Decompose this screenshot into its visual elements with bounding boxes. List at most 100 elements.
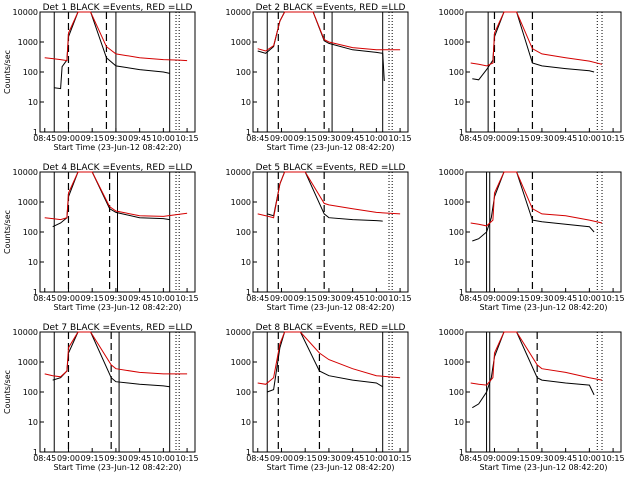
x-tick-label: 09:45 [554, 454, 577, 463]
x-tick-label: 10:00 [152, 134, 175, 143]
y-tick-label: 10000 [226, 168, 251, 177]
plot-title: Det 7 BLACK =Events, RED =LLD [43, 323, 193, 333]
x-axis-label: Start Time (23-Jun-12 08:42:20) [267, 303, 395, 312]
x-tick-label: 09:45 [128, 294, 151, 303]
series-line-events [267, 331, 383, 393]
x-tick-label: 10:15 [389, 134, 412, 143]
series-line-events [472, 331, 595, 409]
series-line-lld [257, 331, 401, 385]
y-tick-label: 1 [459, 288, 464, 297]
x-tick-label: 10:00 [152, 454, 175, 463]
x-axis-label: Start Time (23-Jun-12 08:42:20) [267, 143, 395, 152]
x-axis-label: Start Time (23-Jun-12 08:42:20) [54, 143, 182, 152]
x-tick-label: 09:00 [483, 134, 506, 143]
plot-title: Det 2 BLACK =Events, RED =LLD [256, 3, 406, 13]
y-tick-label: 1000 [18, 198, 38, 207]
y-tick-label: 10000 [439, 168, 464, 177]
y-tick-label: 1 [33, 128, 38, 137]
y-tick-label: 10 [241, 258, 251, 267]
y-tick-label: 10000 [13, 328, 38, 337]
y-tick-label: 1 [246, 448, 251, 457]
x-tick-label: 08:45 [33, 294, 56, 303]
x-tick-label: 09:30 [317, 454, 340, 463]
series-line-lld [257, 171, 401, 219]
y-tick-label: 1000 [444, 38, 464, 47]
x-tick-label: 09:30 [317, 134, 340, 143]
x-tick-label: 10:00 [578, 454, 601, 463]
y-tick-label: 1000 [231, 358, 251, 367]
y-tick-label: 1 [459, 448, 464, 457]
y-tick-label: 100 [236, 388, 251, 397]
x-tick-label: 09:15 [294, 454, 317, 463]
series-line-lld [470, 171, 603, 227]
y-tick-label: 10000 [13, 168, 38, 177]
y-tick-label: 1000 [18, 358, 38, 367]
series-line-events [472, 171, 595, 242]
x-tick-label: 09:00 [57, 294, 80, 303]
y-tick-label: 1000 [231, 198, 251, 207]
x-tick-label: 09:00 [270, 134, 293, 143]
x-tick-label: 10:15 [176, 134, 199, 143]
y-tick-label: 100 [23, 68, 38, 77]
x-axis-label: Start Time (23-Jun-12 08:42:20) [267, 463, 395, 472]
x-tick-label: 10:00 [152, 294, 175, 303]
plot-title: Det 5 BLACK =Events, RED =LLD [256, 163, 406, 173]
y-tick-label: 10 [241, 418, 251, 427]
x-tick-label: 09:30 [530, 454, 553, 463]
y-tick-label: 10 [454, 418, 464, 427]
y-tick-label: 1 [459, 128, 464, 137]
x-tick-label: 09:45 [341, 134, 364, 143]
x-tick-label: 09:15 [294, 134, 317, 143]
x-tick-label: 09:45 [341, 294, 364, 303]
y-tick-label: 10 [28, 258, 38, 267]
x-tick-label: 10:00 [365, 134, 388, 143]
plot-title: Det 4 BLACK =Events, RED =LLD [43, 163, 193, 173]
x-tick-label: 09:30 [530, 294, 553, 303]
x-tick-label: 09:15 [507, 294, 530, 303]
series-line-events [52, 171, 170, 228]
y-tick-label: 10 [28, 418, 38, 427]
y-tick-label: 10 [241, 98, 251, 107]
y-tick-label: 10 [454, 98, 464, 107]
x-tick-label: 09:45 [554, 294, 577, 303]
x-tick-label: 09:30 [530, 134, 553, 143]
y-tick-label: 100 [449, 228, 464, 237]
x-tick-label: 08:45 [459, 294, 482, 303]
series-line-lld [257, 11, 401, 52]
x-axis-label: Start Time (23-Jun-12 08:42:20) [54, 463, 182, 472]
y-tick-label: 100 [23, 228, 38, 237]
x-tick-label: 10:00 [365, 294, 388, 303]
series-line-lld [44, 11, 188, 62]
y-tick-label: 1 [33, 448, 38, 457]
y-tick-label: 100 [449, 388, 464, 397]
plot-title: Det 8 BLACK =Events, RED =LLD [256, 323, 406, 333]
plot-frame [39, 331, 196, 453]
x-tick-label: 09:00 [57, 134, 80, 143]
y-tick-label: 10 [454, 258, 464, 267]
x-tick-label: 10:15 [389, 454, 412, 463]
series-line-lld [44, 171, 188, 221]
y-tick-label: 1 [33, 288, 38, 297]
x-tick-label: 10:00 [365, 454, 388, 463]
x-tick-label: 09:15 [507, 454, 530, 463]
x-tick-label: 09:00 [270, 454, 293, 463]
x-tick-label: 10:15 [176, 454, 199, 463]
x-tick-label: 10:00 [578, 294, 601, 303]
y-tick-label: 1000 [18, 38, 38, 47]
x-tick-label: 10:15 [602, 134, 625, 143]
y-axis-label: Counts/sec [3, 210, 12, 254]
y-tick-label: 1000 [444, 198, 464, 207]
series-line-lld [44, 331, 188, 378]
y-tick-label: 10000 [13, 8, 38, 17]
x-tick-label: 09:00 [270, 294, 293, 303]
x-axis-label: Start Time (23-Jun-12 08:42:20) [54, 303, 182, 312]
y-tick-label: 10000 [439, 328, 464, 337]
x-tick-label: 08:45 [33, 134, 56, 143]
x-tick-label: 08:45 [33, 454, 56, 463]
x-tick-label: 10:15 [602, 454, 625, 463]
x-tick-label: 10:15 [176, 294, 199, 303]
y-tick-label: 1 [246, 128, 251, 137]
y-tick-label: 100 [23, 388, 38, 397]
